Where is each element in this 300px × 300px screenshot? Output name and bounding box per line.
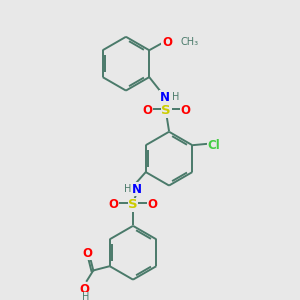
Text: CH₃: CH₃ <box>180 37 199 47</box>
Text: O: O <box>162 36 172 49</box>
Text: O: O <box>109 198 119 211</box>
Text: O: O <box>147 198 157 211</box>
Text: H: H <box>172 92 179 102</box>
Text: O: O <box>142 104 152 117</box>
Text: O: O <box>181 104 190 117</box>
Text: S: S <box>128 198 138 211</box>
Text: S: S <box>161 104 171 117</box>
Text: N: N <box>132 183 142 196</box>
Text: O: O <box>83 247 93 260</box>
Text: Cl: Cl <box>208 139 220 152</box>
Text: H: H <box>82 292 89 300</box>
Text: H: H <box>124 184 131 194</box>
Text: N: N <box>160 91 170 104</box>
Text: O: O <box>80 283 90 296</box>
